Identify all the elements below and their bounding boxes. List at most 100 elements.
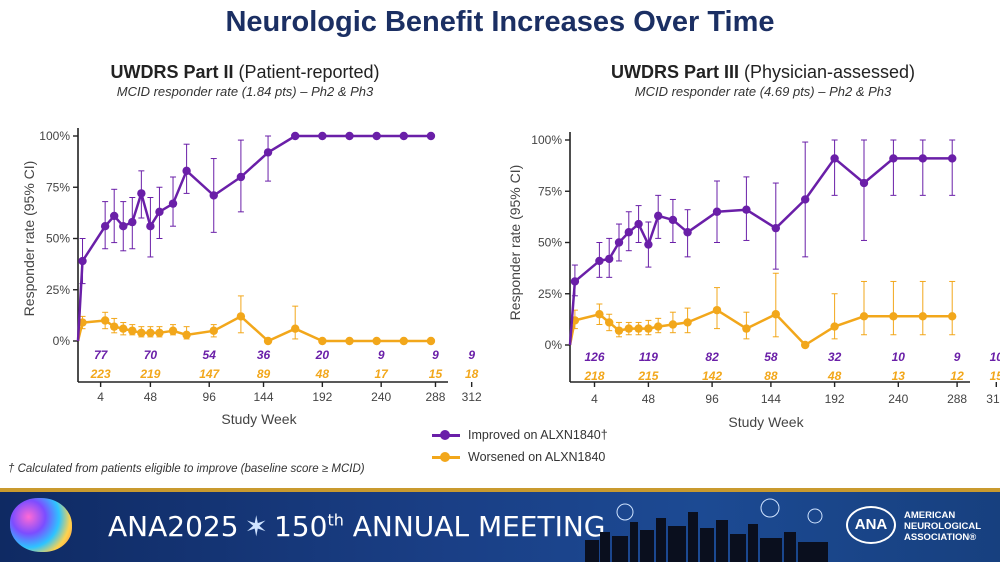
panel-left-title: UWDRS Part II (Patient-reported) <box>110 62 380 82</box>
improved-data-point <box>595 256 604 266</box>
worsened-data-point <box>668 320 678 329</box>
improved-data-point <box>948 154 957 163</box>
worsened-data-point <box>119 324 128 333</box>
worsened-data-point <box>236 312 246 321</box>
improved-series <box>568 139 957 346</box>
count-worsened: 12 <box>950 369 964 383</box>
count-worsened: 218 <box>583 369 604 383</box>
improved-data-point <box>291 131 300 141</box>
legend-swatch-improved <box>432 428 460 442</box>
x-tick-label: 48 <box>144 390 158 404</box>
ana-logo: ANA <box>846 506 896 544</box>
worsened-data-point <box>595 310 604 319</box>
worsened-data-point <box>830 322 839 331</box>
improved-data-point <box>100 222 110 231</box>
worsened-data-point <box>345 336 354 346</box>
worsened-data-point <box>128 326 137 335</box>
worsened-data-point <box>78 318 87 327</box>
worsened-data-point <box>182 330 191 340</box>
improved-data-point <box>399 131 408 141</box>
worsened-data-point <box>889 312 898 321</box>
improved-data-point <box>155 207 164 217</box>
count-improved: 32 <box>828 350 842 364</box>
worsened-data-point <box>771 310 780 319</box>
panel-left-header: UWDRS Part II (Patient-reported) MCID re… <box>40 62 450 99</box>
count-worsened: 215 <box>637 369 658 383</box>
improved-data-point <box>668 215 678 225</box>
panel-right-subtitle: MCID responder rate (4.69 pts) – Ph2 & P… <box>634 84 892 99</box>
improved-data-point <box>859 178 869 188</box>
city-skyline-icon <box>585 498 828 562</box>
count-improved: 36 <box>257 348 271 362</box>
improved-data-point <box>128 217 137 227</box>
legend-swatch-worsened <box>432 450 460 464</box>
improved-data-point <box>236 172 246 182</box>
legend: Improved on ALXN1840† Worsened on ALXN18… <box>432 424 608 468</box>
worsened-data-point <box>634 324 643 333</box>
improved-data-point <box>209 191 218 200</box>
improved-data-point <box>137 189 146 198</box>
worsened-data-point <box>372 336 381 346</box>
worsened-data-point <box>291 324 300 333</box>
worsened-data-point <box>859 312 869 321</box>
panel-right-title: UWDRS Part III (Physician-assessed) <box>610 62 916 82</box>
footnote: † Calculated from patients eligible to i… <box>8 463 365 475</box>
improved-data-point <box>801 195 810 204</box>
worsened-series <box>76 295 436 346</box>
y-tick-label: 0% <box>545 338 563 352</box>
worsened-data-point <box>100 316 110 325</box>
improved-data-point <box>168 199 178 208</box>
improved-data-point <box>683 228 692 237</box>
count-improved: 10 <box>990 350 1000 364</box>
banner-text: ANA2025 ✶ 150th ANNUAL MEETING <box>108 510 606 543</box>
count-improved: 77 <box>94 348 109 362</box>
org-line-2: NEUROLOGICAL <box>904 521 982 532</box>
x-tick-label: 240 <box>371 390 391 404</box>
count-improved: 20 <box>315 348 330 362</box>
count-worsened: 18 <box>465 367 479 381</box>
worsened-data-point <box>110 322 119 331</box>
legend-item-worsened: Worsened on ALXN1840 <box>432 446 608 468</box>
improved-data-point <box>830 154 839 163</box>
improved-data-point <box>372 131 381 141</box>
x-tick-label: 144 <box>761 392 781 406</box>
org-line-1: AMERICAN <box>904 510 956 521</box>
panel-right-header: UWDRS Part III (Physician-assessed) MCID… <box>548 62 978 99</box>
legend-label-improved: Improved on ALXN1840† <box>468 428 608 442</box>
star-icon: ✶ <box>244 510 268 543</box>
x-tick-label: 4 <box>591 392 598 406</box>
count-improved: 82 <box>705 350 719 364</box>
improved-data-point <box>426 131 436 141</box>
x-tick-label: 48 <box>642 392 656 406</box>
conference-banner: ANA2025 ✶ 150th ANNUAL MEETING ANA AMERICA… <box>0 488 1000 562</box>
count-worsened: 15 <box>990 369 1000 383</box>
count-improved: 54 <box>203 348 217 362</box>
x-tick-label: 288 <box>425 390 445 404</box>
y-tick-label: 75% <box>46 180 70 194</box>
worsened-data-point <box>399 336 408 346</box>
x-tick-label: 144 <box>254 390 274 404</box>
worsened-data-point <box>209 326 218 335</box>
worsened-data-point <box>263 336 273 346</box>
panel-left-subtitle: MCID responder rate (1.84 pts) – Ph2 & P… <box>116 84 374 99</box>
worsened-data-point <box>644 324 653 333</box>
worsened-data-point <box>318 336 327 346</box>
banner-prefix: ANA2025 <box>108 510 239 543</box>
y-tick-label: 100% <box>39 129 70 143</box>
x-tick-label: 240 <box>888 392 908 406</box>
count-improved: 9 <box>954 350 961 364</box>
improved-data-point <box>712 207 722 216</box>
count-worsened: 13 <box>892 369 906 383</box>
count-worsened: 219 <box>139 367 160 381</box>
x-tick-label: 312 <box>462 390 482 404</box>
improved-data-point <box>570 277 580 286</box>
improved-data-point <box>78 256 87 266</box>
worsened-data-point <box>683 318 692 327</box>
improved-data-point <box>889 154 898 163</box>
count-worsened: 88 <box>764 369 778 383</box>
improved-data-point <box>624 228 633 237</box>
y-tick-label: 100% <box>531 133 562 147</box>
y-axis-label: Responder rate (95% CI) <box>507 165 523 321</box>
count-worsened: 17 <box>374 367 389 381</box>
